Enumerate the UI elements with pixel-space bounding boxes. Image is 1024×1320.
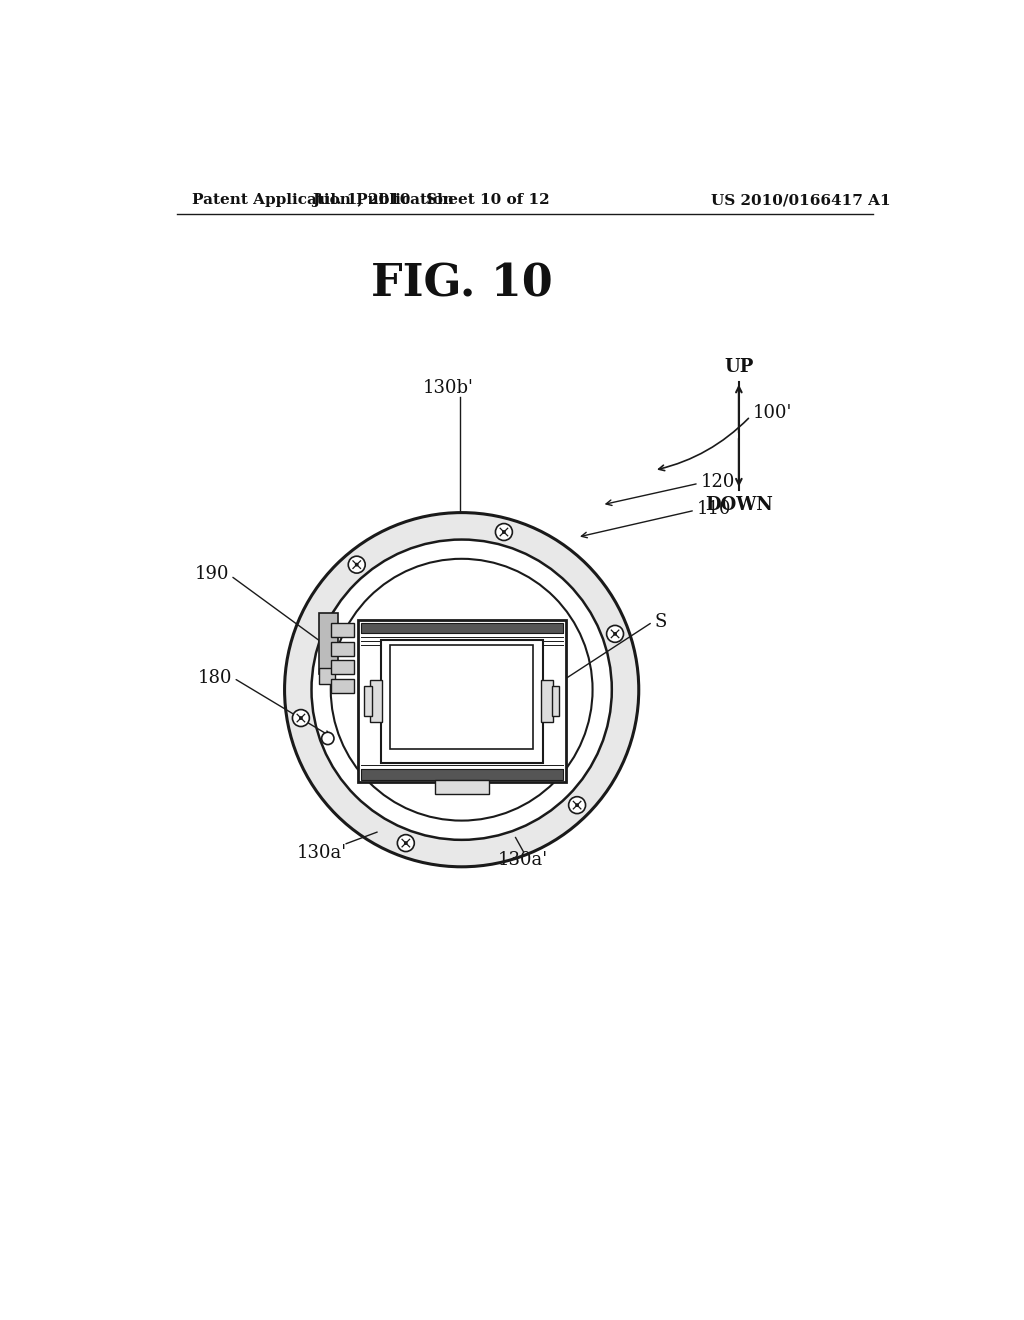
Text: UP: UP [724,358,754,376]
Bar [319,668,335,684]
Text: 130a': 130a' [297,843,346,862]
Text: US 2010/0166417 A1: US 2010/0166417 A1 [711,193,890,207]
Bar [552,686,559,717]
Bar [541,680,553,722]
Bar [360,770,562,780]
Bar [357,620,565,781]
Bar [364,686,372,717]
Text: Jul. 1, 2010   Sheet 10 of 12: Jul. 1, 2010 Sheet 10 of 12 [312,193,550,207]
Circle shape [348,556,366,573]
Circle shape [496,524,512,540]
Circle shape [575,803,579,807]
Circle shape [403,841,408,845]
Bar [331,678,354,693]
Bar [370,680,382,722]
Circle shape [502,531,506,535]
Text: 130b': 130b' [422,379,473,397]
Bar [319,612,339,675]
Bar [331,660,354,675]
Text: Patent Application Publication: Patent Application Publication [193,193,455,207]
Circle shape [322,733,334,744]
Bar [435,780,488,793]
Circle shape [311,540,611,840]
Circle shape [299,717,303,719]
Text: 110: 110 [696,500,731,517]
Text: 130a': 130a' [499,851,548,870]
Text: S: S [654,612,667,631]
Text: DOWN: DOWN [705,496,773,513]
Text: 120: 120 [700,473,735,491]
Circle shape [606,626,624,643]
Text: 100': 100' [753,404,793,421]
Circle shape [568,797,586,813]
Bar [360,623,562,634]
Text: 190: 190 [195,565,229,583]
Circle shape [354,562,358,566]
Text: FIG. 10: FIG. 10 [371,263,553,305]
Bar [390,645,532,750]
Bar [381,640,543,763]
Circle shape [285,512,639,867]
Circle shape [613,632,617,636]
Bar [331,623,354,638]
Circle shape [293,710,309,726]
Circle shape [397,834,415,851]
Text: 180: 180 [198,669,232,688]
Bar [331,642,354,656]
